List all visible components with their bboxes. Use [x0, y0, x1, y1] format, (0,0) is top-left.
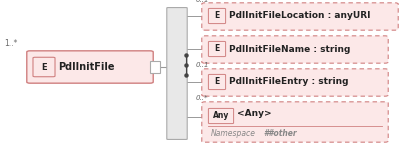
Text: Any: Any	[212, 112, 229, 121]
FancyBboxPatch shape	[208, 41, 225, 57]
Text: 0..1: 0..1	[196, 62, 209, 68]
FancyBboxPatch shape	[33, 57, 55, 77]
Text: E: E	[214, 11, 219, 20]
Text: PdlInitFileEntry : string: PdlInitFileEntry : string	[229, 77, 348, 86]
Text: 0..*: 0..*	[196, 95, 208, 101]
Text: E: E	[214, 77, 219, 86]
Text: E: E	[41, 62, 47, 71]
Text: Namespace: Namespace	[211, 130, 255, 138]
FancyBboxPatch shape	[208, 8, 225, 24]
Text: PdlInitFile: PdlInitFile	[58, 62, 114, 72]
FancyBboxPatch shape	[208, 74, 225, 90]
Text: ##other: ##other	[262, 130, 296, 138]
FancyBboxPatch shape	[208, 108, 233, 124]
FancyBboxPatch shape	[201, 3, 397, 30]
FancyBboxPatch shape	[201, 36, 387, 63]
FancyBboxPatch shape	[201, 69, 387, 96]
Text: E: E	[214, 45, 219, 54]
Text: PdlInitFileLocation : anyURI: PdlInitFileLocation : anyURI	[229, 11, 370, 20]
Bar	[150, 61, 160, 73]
Text: <Any>: <Any>	[237, 110, 271, 118]
FancyBboxPatch shape	[27, 51, 153, 83]
Text: 1..*: 1..*	[4, 39, 17, 48]
FancyBboxPatch shape	[201, 102, 387, 142]
FancyBboxPatch shape	[166, 7, 187, 140]
Text: 0..1: 0..1	[196, 0, 209, 3]
Text: PdlInitFileName : string: PdlInitFileName : string	[229, 45, 350, 54]
